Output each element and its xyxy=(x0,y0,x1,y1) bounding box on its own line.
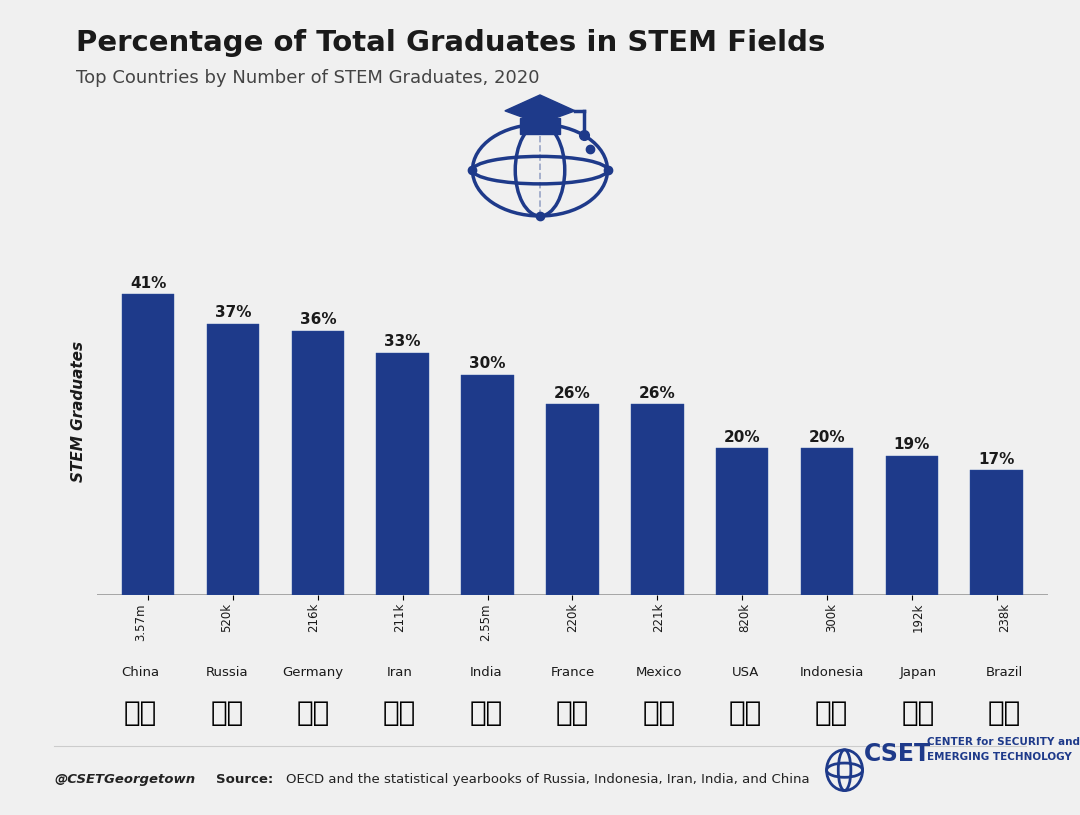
Text: China: China xyxy=(121,666,160,679)
Text: 30%: 30% xyxy=(470,356,505,372)
Text: 🇮🇷: 🇮🇷 xyxy=(383,699,416,727)
Text: 26%: 26% xyxy=(554,385,591,400)
Text: 37%: 37% xyxy=(215,305,252,320)
Text: USA: USA xyxy=(731,666,759,679)
Text: 33%: 33% xyxy=(384,334,421,349)
Text: Indonesia: Indonesia xyxy=(799,666,864,679)
Bar xyxy=(716,448,769,595)
Text: Russia: Russia xyxy=(205,666,248,679)
Text: OECD and the statistical yearbooks of Russia, Indonesia, Iran, India, and China: OECD and the statistical yearbooks of Ru… xyxy=(286,773,810,786)
Text: 🇲🇽: 🇲🇽 xyxy=(643,699,675,727)
Polygon shape xyxy=(504,95,576,124)
Polygon shape xyxy=(521,118,559,134)
Text: 2.55m: 2.55m xyxy=(480,603,492,641)
Text: 211k: 211k xyxy=(393,603,406,632)
Text: Percentage of Total Graduates in STEM Fields: Percentage of Total Graduates in STEM Fi… xyxy=(76,29,825,56)
Bar xyxy=(206,324,259,595)
Text: CENTER for SECURITY and
EMERGING TECHNOLOGY: CENTER for SECURITY and EMERGING TECHNOL… xyxy=(927,738,1080,762)
Bar xyxy=(122,294,174,595)
Bar xyxy=(970,470,1023,595)
Text: France: France xyxy=(551,666,594,679)
Text: 192k: 192k xyxy=(912,603,924,632)
Y-axis label: STEM Graduates: STEM Graduates xyxy=(71,341,86,482)
Text: 520k: 520k xyxy=(220,603,233,632)
Text: 216k: 216k xyxy=(307,603,320,632)
Text: 🇧🇷: 🇧🇷 xyxy=(988,699,1021,727)
Text: @CSETGeorgetown: @CSETGeorgetown xyxy=(54,773,195,786)
Bar xyxy=(886,456,939,595)
Text: Japan: Japan xyxy=(900,666,936,679)
Text: Brazil: Brazil xyxy=(986,666,1023,679)
Text: 26%: 26% xyxy=(639,385,676,400)
Bar xyxy=(292,331,345,595)
Bar xyxy=(377,353,429,595)
Text: 🇮🇩: 🇮🇩 xyxy=(815,699,848,727)
Text: 🇫🇷: 🇫🇷 xyxy=(556,699,589,727)
Bar xyxy=(546,404,598,595)
Text: Germany: Germany xyxy=(283,666,343,679)
Bar xyxy=(631,404,684,595)
Text: 36%: 36% xyxy=(299,312,336,327)
Text: CSET: CSET xyxy=(864,742,931,766)
Bar xyxy=(800,448,853,595)
Text: Mexico: Mexico xyxy=(635,666,683,679)
Text: 20%: 20% xyxy=(809,430,846,444)
Text: 🇨🇳: 🇨🇳 xyxy=(124,699,157,727)
Text: 820k: 820k xyxy=(739,603,752,632)
Text: 🇮🇳: 🇮🇳 xyxy=(470,699,502,727)
Text: 🇯🇵: 🇯🇵 xyxy=(902,699,934,727)
Text: 221k: 221k xyxy=(652,603,665,632)
Text: 19%: 19% xyxy=(893,437,930,452)
Text: 300k: 300k xyxy=(825,603,838,632)
Text: 17%: 17% xyxy=(978,452,1015,466)
Text: 🇺🇸: 🇺🇸 xyxy=(729,699,761,727)
Text: Source:: Source: xyxy=(216,773,273,786)
Text: 41%: 41% xyxy=(130,275,166,290)
Text: 220k: 220k xyxy=(566,603,579,632)
Text: 🇷🇺: 🇷🇺 xyxy=(211,699,243,727)
Text: 🇩🇪: 🇩🇪 xyxy=(297,699,329,727)
Text: 238k: 238k xyxy=(998,603,1011,632)
Text: Top Countries by Number of STEM Graduates, 2020: Top Countries by Number of STEM Graduate… xyxy=(76,69,539,87)
Text: Iran: Iran xyxy=(387,666,413,679)
Bar xyxy=(461,375,514,595)
Text: 3.57m: 3.57m xyxy=(134,603,147,641)
Text: 20%: 20% xyxy=(724,430,760,444)
Text: India: India xyxy=(470,666,502,679)
